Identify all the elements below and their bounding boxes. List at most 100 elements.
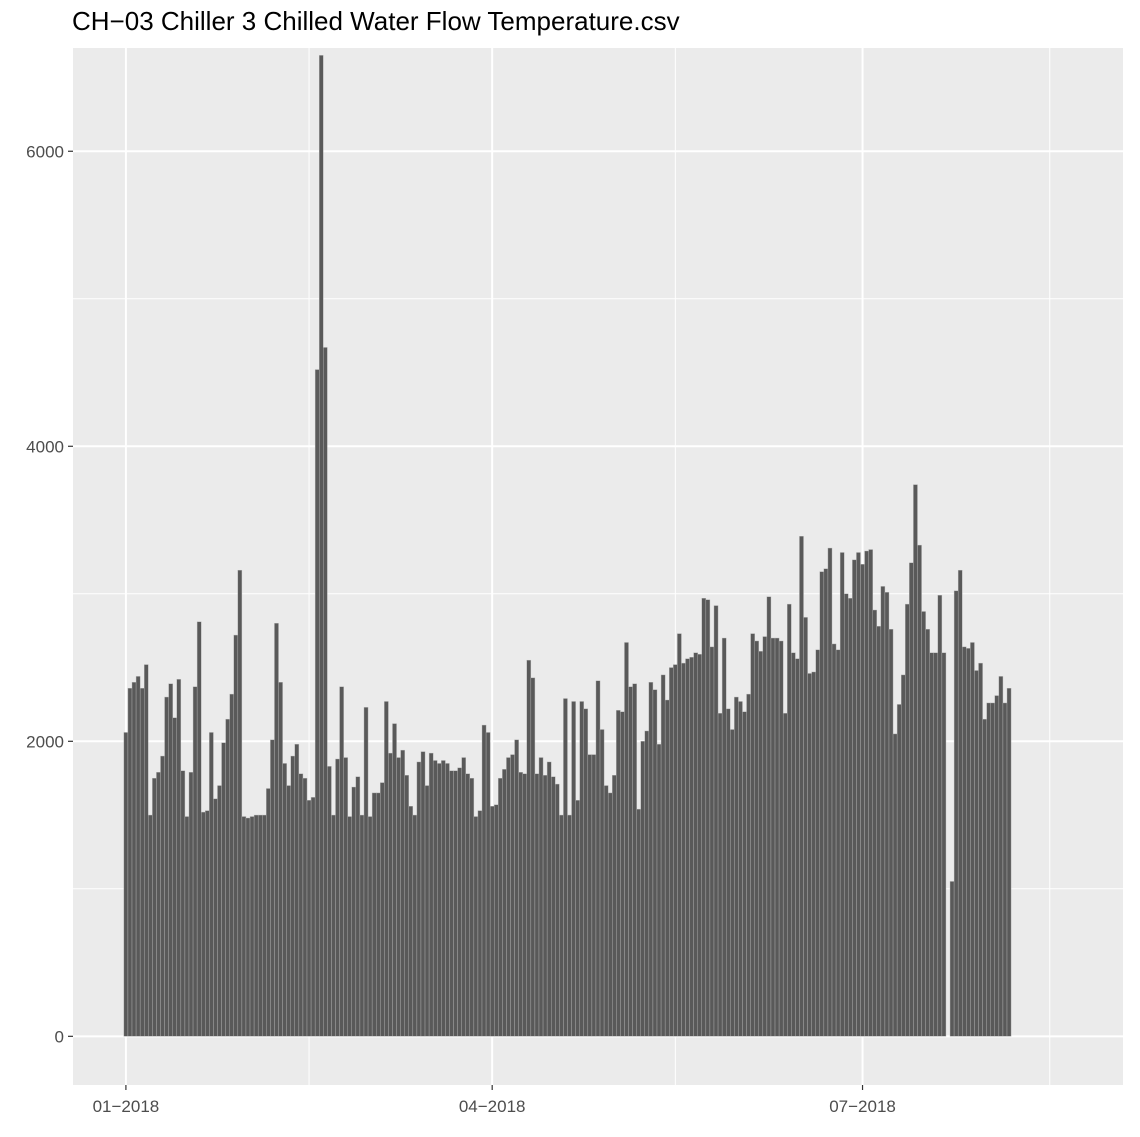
bar: [363, 707, 369, 1037]
bar: [909, 562, 914, 1037]
bar: [587, 754, 593, 1037]
bar: [644, 730, 650, 1037]
bar: [880, 586, 886, 1037]
bar: [624, 642, 629, 1037]
bar: [282, 763, 287, 1037]
bar: [160, 755, 165, 1037]
bar: [660, 674, 666, 1037]
bar: [404, 775, 409, 1037]
bar: [144, 664, 149, 1037]
bar: [628, 686, 633, 1037]
bar: [314, 369, 320, 1037]
bar: [522, 773, 527, 1037]
bar: [864, 550, 869, 1037]
bar: [860, 564, 865, 1037]
bar: [583, 708, 589, 1037]
bar: [750, 633, 755, 1037]
bar: [937, 595, 943, 1037]
bar: [673, 664, 678, 1037]
bar: [534, 773, 540, 1037]
bar: [685, 658, 690, 1037]
bar: [355, 776, 361, 1037]
y-axis: 0 2000 4000 6000: [26, 142, 73, 1046]
bar: [620, 711, 625, 1037]
bar: [518, 772, 523, 1037]
bar: [839, 552, 845, 1037]
bar: [469, 777, 475, 1037]
bar: [551, 776, 556, 1037]
bar: [441, 760, 446, 1037]
bar: [424, 785, 430, 1037]
bar: [827, 547, 833, 1037]
bar: [656, 744, 662, 1037]
bar: [148, 814, 153, 1037]
bar: [994, 695, 1000, 1037]
bar: [408, 806, 414, 1037]
bar: [302, 777, 308, 1037]
bar: [538, 757, 544, 1037]
bar: [367, 816, 373, 1037]
bar: [457, 767, 462, 1037]
bar: [774, 637, 780, 1037]
bar: [485, 732, 491, 1037]
bar: [697, 654, 702, 1037]
bar: [730, 729, 735, 1037]
bar: [461, 757, 466, 1037]
bar: [530, 677, 536, 1037]
bar: [526, 659, 532, 1037]
bar: [689, 657, 694, 1037]
bar: [428, 752, 434, 1037]
bar: [217, 785, 222, 1037]
bar: [392, 723, 397, 1037]
bar: [591, 754, 597, 1037]
bar: [559, 814, 564, 1037]
bar: [957, 569, 963, 1037]
bar: [701, 598, 707, 1037]
bar: [575, 800, 580, 1037]
bar: [245, 817, 251, 1037]
bar: [1002, 702, 1008, 1037]
bar: [286, 785, 291, 1037]
bar: [400, 749, 405, 1037]
bar: [677, 633, 682, 1037]
bar: [221, 742, 226, 1037]
bar: [913, 484, 918, 1037]
bar: [982, 718, 987, 1037]
bar: [294, 744, 300, 1037]
bar: [579, 701, 584, 1037]
bar: [359, 814, 365, 1037]
bar: [502, 769, 507, 1037]
bar: [669, 667, 674, 1037]
bar: [510, 754, 515, 1037]
bar: [896, 704, 902, 1037]
bar: [266, 788, 271, 1037]
bar: [290, 755, 296, 1037]
bar: [648, 682, 654, 1037]
bar: [766, 596, 772, 1037]
bar: [705, 599, 711, 1037]
bar: [270, 739, 275, 1037]
bar: [616, 710, 621, 1037]
bar: [770, 637, 776, 1037]
x-axis: 01−2018 04−2018 07−2018: [93, 1085, 896, 1116]
bar: [542, 775, 548, 1037]
bar: [432, 760, 438, 1037]
bar: [546, 761, 552, 1037]
bar: [233, 634, 239, 1037]
bar: [970, 642, 975, 1037]
bar: [738, 701, 743, 1037]
bar: [396, 757, 401, 1037]
bar: [799, 536, 804, 1037]
bar: [717, 713, 723, 1037]
bar: [754, 640, 759, 1037]
bar: [726, 708, 731, 1037]
bar: [746, 693, 751, 1037]
bar: [449, 770, 454, 1037]
bar: [892, 733, 898, 1037]
bar: [844, 593, 849, 1037]
bar: [131, 682, 137, 1037]
chart-title: CH−03 Chiller 3 Chilled Water Flow Tempe…: [72, 6, 680, 36]
bar: [917, 544, 922, 1037]
bar: [343, 757, 348, 1037]
